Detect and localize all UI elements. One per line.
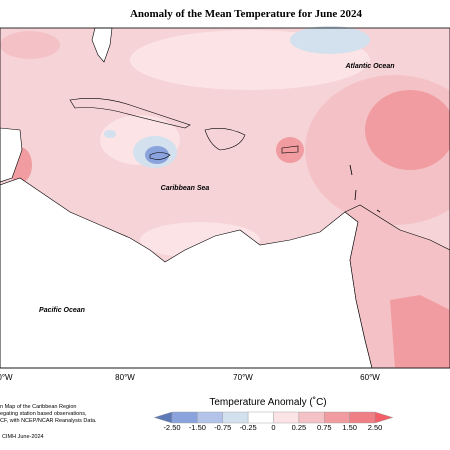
legend-title: Temperature Anomaly (˚C)	[209, 396, 326, 408]
cuba	[69, 98, 191, 129]
longitude-label: 0°W	[0, 373, 13, 382]
hispaniola	[204, 128, 246, 151]
anomaly-area	[290, 26, 370, 54]
map	[0, 26, 450, 369]
colorbar-segment	[273, 411, 300, 424]
anomaly-area	[365, 90, 450, 170]
ocean-label: Atlantic Ocean	[344, 63, 394, 70]
footnote: n Map of the Caribbean Region	[0, 404, 76, 410]
jamaica	[149, 152, 171, 160]
footnote: egating station based observations,	[0, 411, 87, 417]
colorbar-tick-label: -2.50	[163, 423, 180, 432]
ocean-label: Pacific Ocean	[39, 307, 85, 314]
map-frame	[0, 27, 450, 369]
colorbar-tick-label: 0.75	[317, 423, 332, 432]
colorbar-tick-label: -1.50	[189, 423, 206, 432]
puerto-rico	[281, 145, 299, 154]
colorbar-segment	[374, 411, 394, 424]
colorbar-segment	[324, 411, 350, 424]
colorbar-segment	[153, 411, 173, 424]
colorbar-tick-label: 1.50	[342, 423, 357, 432]
colorbar-segment	[247, 411, 274, 424]
ocean-label: Caribbean Sea	[161, 185, 210, 192]
colorbar-segment	[197, 411, 223, 424]
anomaly-area	[390, 295, 450, 368]
footnote: CF, with NCEP/NCAR Reanalysis Data.	[0, 418, 97, 424]
colorbar-tick-label: -0.75	[214, 423, 231, 432]
anomaly-area	[276, 137, 304, 163]
colorbar: -2.50 -1.50 -0.75 -0.25 0 0.25 0.75 1.50 2.50	[153, 411, 394, 432]
colorbar-tick-label: 2.50	[368, 423, 383, 432]
longitude-label: 70°W	[233, 373, 253, 382]
longitude-labels: 0°W 80°W 70°W 60°W	[0, 373, 380, 382]
colorbar-tick-label: 0	[271, 423, 275, 432]
colorbar-tick-label: -0.25	[240, 423, 257, 432]
anomaly-area	[104, 130, 116, 138]
colorbar-segment	[349, 411, 376, 424]
longitude-label: 80°W	[115, 373, 135, 382]
yucatan	[0, 127, 23, 183]
colorbar-segment	[171, 411, 198, 424]
colorbar-segment	[298, 411, 325, 424]
longitude-label: 60°W	[360, 373, 380, 382]
colorbar-tick-label: 0.25	[292, 423, 307, 432]
credit: CIMH June-2024	[2, 434, 44, 440]
title: Anomaly of the Mean Temperature for June…	[130, 8, 363, 20]
colorbar-segment	[222, 411, 249, 424]
anomaly-area	[0, 31, 60, 59]
islands	[349, 164, 381, 213]
anomaly-area	[145, 146, 169, 164]
